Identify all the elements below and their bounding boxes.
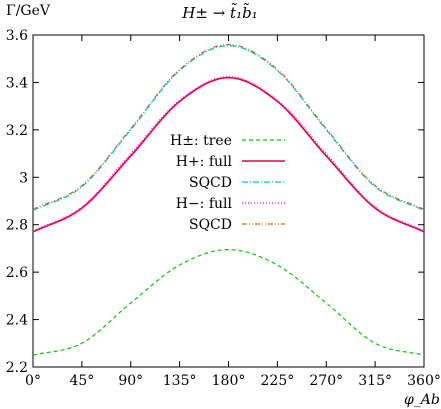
y-tick-label: 2.4 (6, 313, 28, 329)
ticks-layer: 0° 45° 90° 135° 180° 225° 270° 315° 360° 2.2 2.4 2.… (6, 28, 441, 389)
legend-label: H±: tree (170, 133, 232, 149)
x-tick-label: 45° (69, 373, 94, 389)
y-tick-label: 3 (19, 170, 28, 186)
x-tick-label: 180° (212, 373, 246, 389)
x-tick-label: 360° (407, 373, 441, 389)
legend-label: SQCD (189, 175, 232, 191)
chart-title: H± → t̃₁b̃₁ (181, 3, 257, 22)
series-tree-line (32, 249, 425, 356)
y-tick-label: 3.6 (6, 28, 28, 44)
x-tick-label: 225° (261, 373, 295, 389)
y-tick-label: 3.2 (6, 123, 28, 139)
series-hplus-sqcd-line (32, 45, 425, 212)
y-tick-label: 2.8 (6, 218, 28, 234)
x-tick-label: 135° (163, 373, 197, 389)
y-tick-label: 2.6 (6, 265, 28, 281)
series-hplus-full-line (32, 76, 425, 233)
y-tick-label: 2.2 (6, 360, 28, 376)
legend-label: H+: full (176, 154, 233, 170)
x-tick-label: 315° (358, 373, 392, 389)
y-axis-label: Γ/GeV (6, 3, 51, 19)
legend-label: H−: full (176, 196, 233, 212)
series-hminus-full-line (32, 75, 425, 232)
x-axis-label: φ_Ab (404, 392, 440, 408)
x-tick-label: 0° (25, 373, 41, 389)
x-tick-label: 90° (118, 373, 143, 389)
x-tick-label: 270° (309, 373, 343, 389)
series-hminus-sqcd-line (32, 43, 425, 210)
legend-label: SQCD (189, 217, 232, 233)
y-tick-label: 3.4 (6, 75, 28, 91)
series-layer (32, 43, 425, 356)
legend: H±: tree H+: full SQCD H−: full SQCD (170, 133, 285, 233)
